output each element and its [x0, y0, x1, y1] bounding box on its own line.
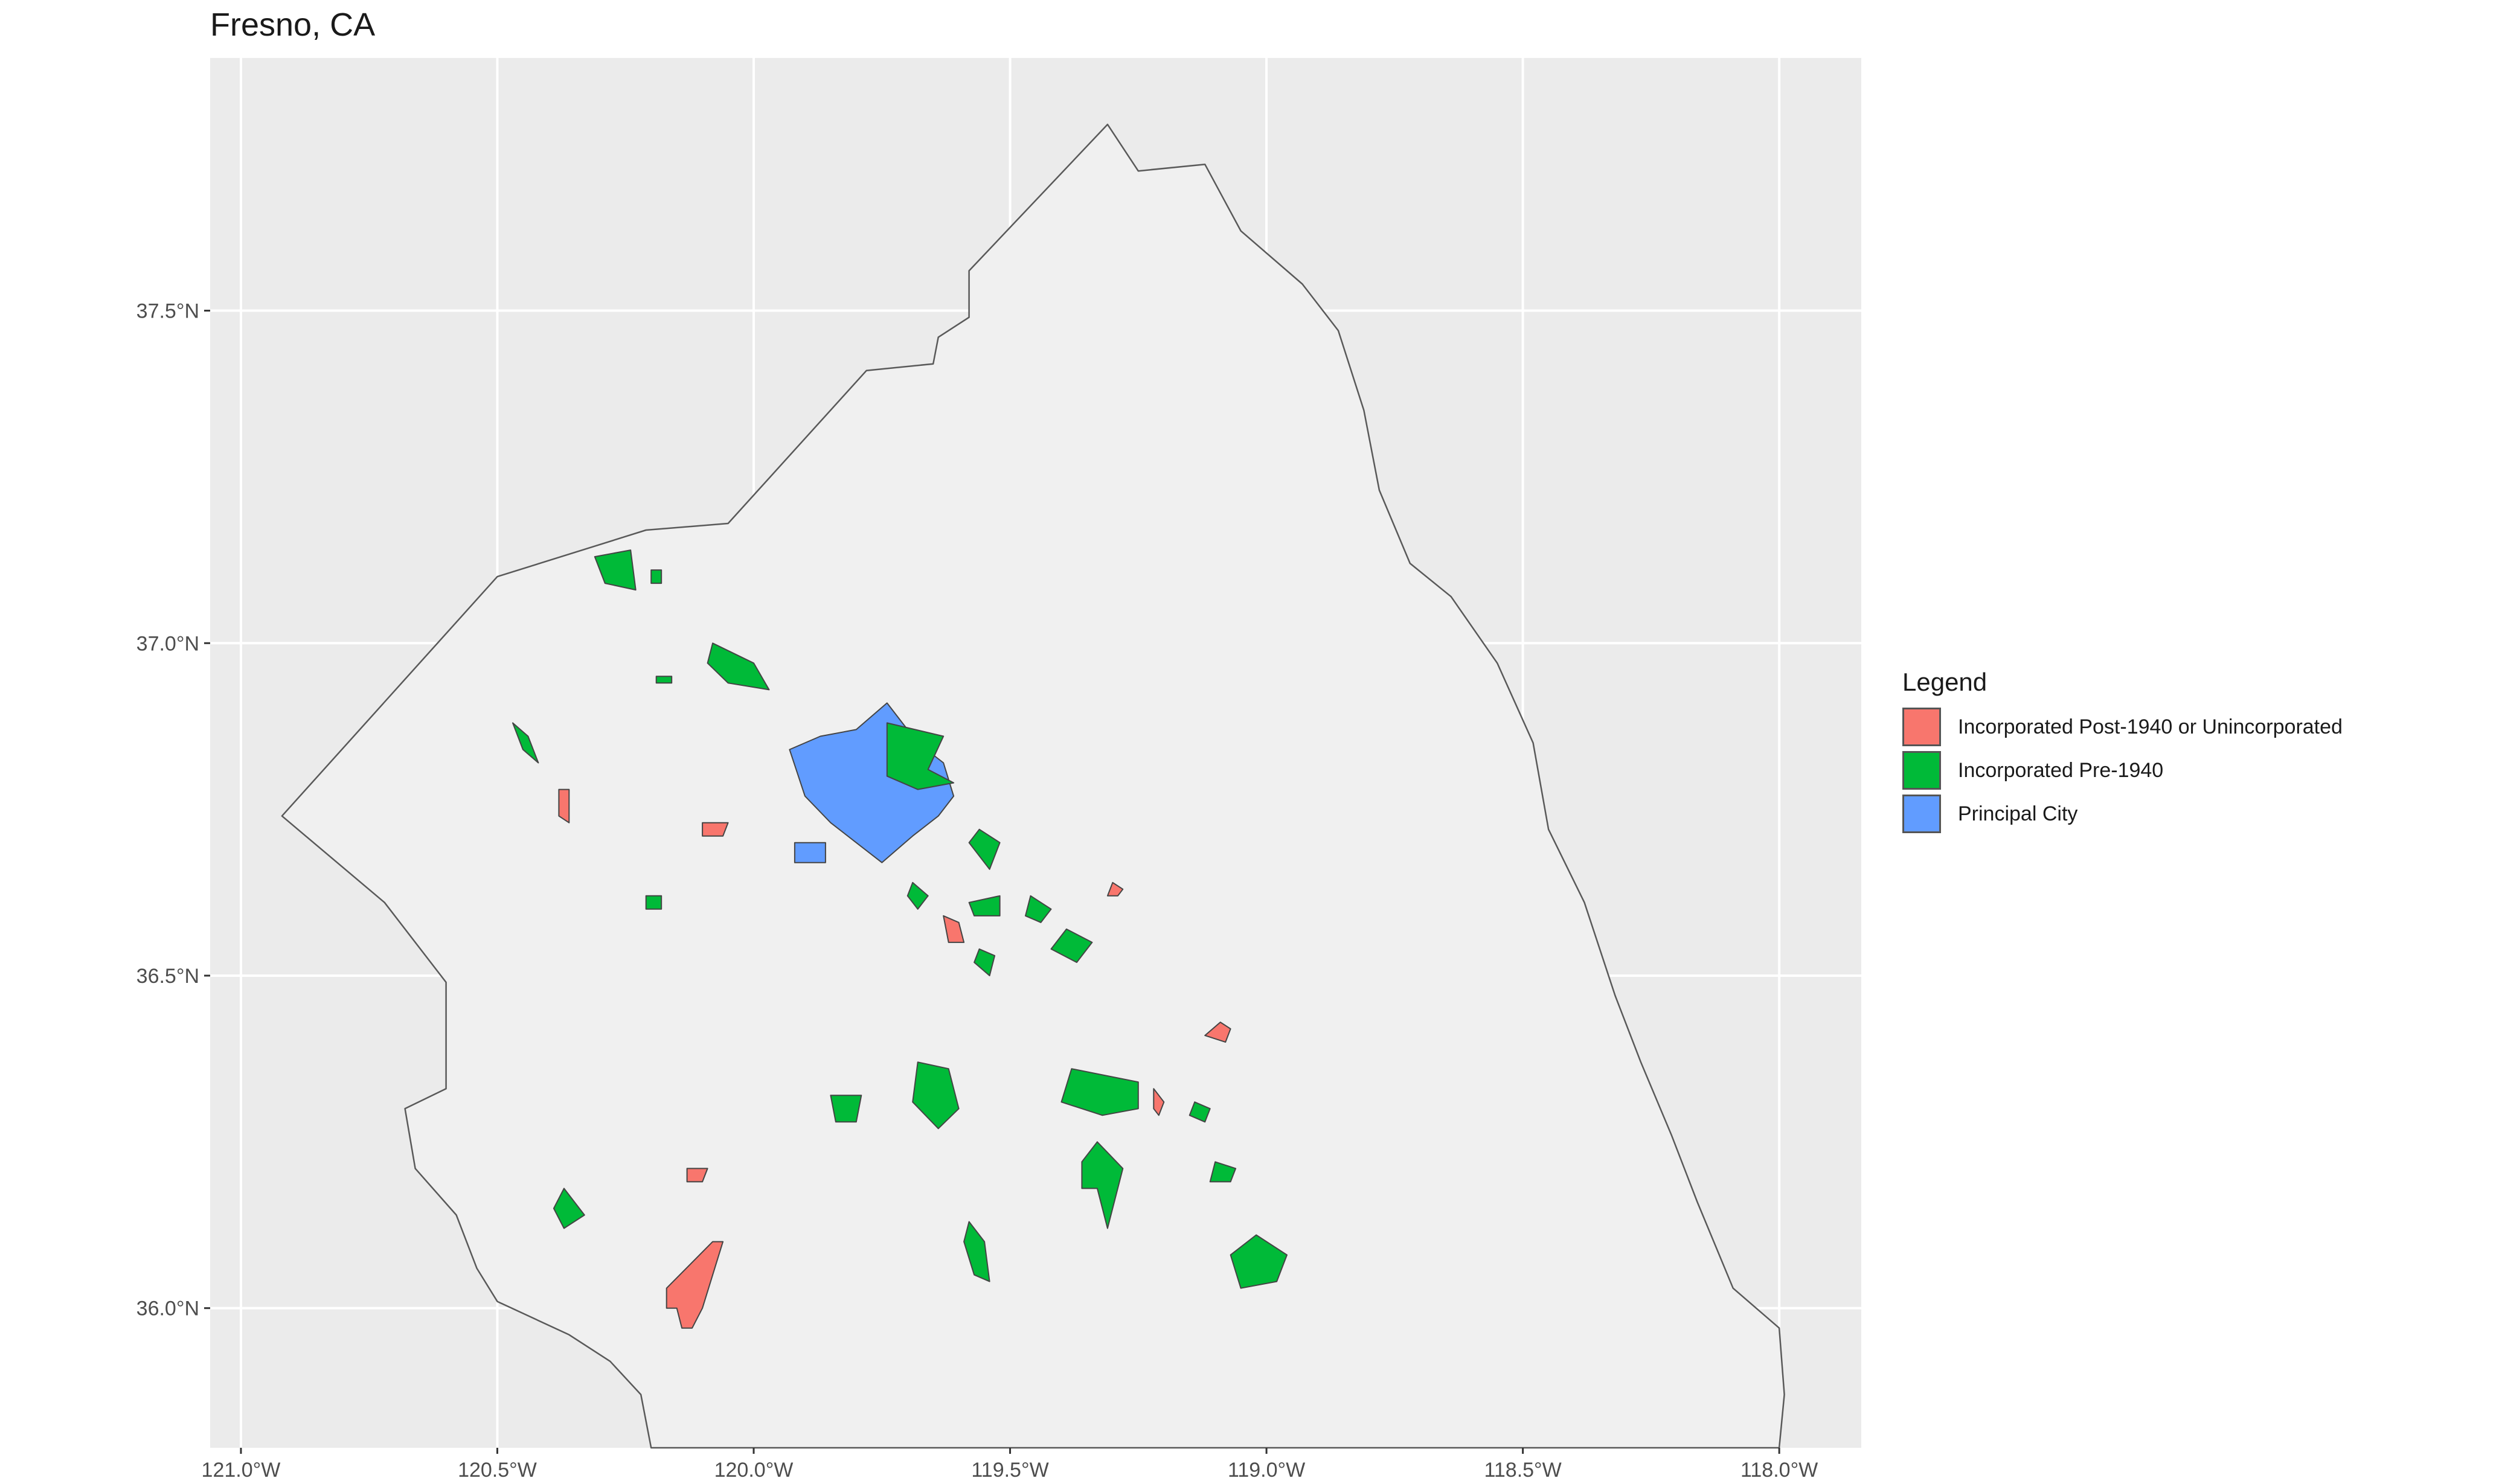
principal-city-polygon	[794, 842, 826, 863]
y-axis-ticks: 37.5°N 37.0°N 36.5°N 36.0°N	[136, 300, 210, 1320]
city-polygons	[512, 549, 1288, 1329]
post-1940-place-polygon	[558, 788, 570, 824]
map-title: Fresno, CA	[210, 7, 376, 43]
pre-1940-place-polygon	[645, 895, 662, 910]
post-1940-place-polygon	[702, 822, 729, 837]
x-tick-label: 118.5°W	[1484, 1459, 1561, 1482]
pre-1940-place-polygon	[974, 948, 996, 976]
pre-1940-place-polygon	[707, 642, 770, 691]
pre-1940-place-polygon	[512, 722, 539, 764]
legend-item-post-1940: Incorporated Post-1940 or Unincorporated	[1902, 705, 2343, 749]
pre-1940-place-polygon	[1081, 1141, 1124, 1229]
legend-key-pre-1940	[1902, 751, 1941, 790]
y-tick-label: 37.5°N	[136, 300, 199, 323]
pre-1940-place-polygon	[830, 1095, 862, 1123]
pre-1940-place-polygon	[1025, 895, 1052, 923]
x-tick-label: 119.0°W	[1228, 1459, 1305, 1482]
legend-item-principal-city: Principal City	[1902, 792, 2343, 836]
x-tick-label: 120.5°W	[458, 1459, 537, 1482]
pre-1940-place-polygon	[968, 895, 1001, 916]
x-axis-ticks: 121.0°W 120.5°W 120.0°W 119.5°W 119.0°W 118.5…	[202, 1448, 1818, 1482]
pre-1940-place-polygon	[1209, 1161, 1237, 1183]
pre-1940-place-polygon	[963, 1221, 990, 1282]
legend-label-post-1940: Incorporated Post-1940 or Unincorporated	[1958, 715, 2343, 738]
legend-item-pre-1940: Incorporated Pre-1940	[1902, 749, 2343, 792]
y-tick-label: 37.0°N	[136, 632, 199, 655]
legend-label-pre-1940: Incorporated Pre-1940	[1958, 758, 2164, 782]
pre-1940-place-polygon	[655, 676, 673, 684]
pre-1940-place-polygon	[886, 722, 955, 790]
post-1940-place-polygon	[1153, 1088, 1165, 1116]
post-1940-place-polygon	[943, 915, 965, 943]
pre-1940-place-polygon	[594, 549, 637, 591]
pre-1940-place-polygon	[968, 828, 1001, 870]
legend-key-principal-city	[1902, 795, 1941, 833]
legend-title: Legend	[1902, 668, 1987, 696]
legend-label-principal-city: Principal City	[1958, 802, 2078, 825]
x-tick-label: 120.0°W	[714, 1459, 794, 1482]
x-tick-label: 119.5°W	[971, 1459, 1048, 1482]
post-1940-place-polygon	[686, 1168, 708, 1183]
legend: Legend Incorporated Post-1940 or Unincor…	[1902, 668, 2343, 836]
pre-1940-place-polygon	[1230, 1234, 1288, 1289]
pre-1940-place-polygon	[650, 569, 662, 584]
pre-1940-place-polygon	[906, 881, 929, 910]
pre-1940-place-polygon	[1050, 928, 1093, 963]
y-tick-label: 36.0°N	[136, 1297, 199, 1320]
post-1940-place-polygon	[1106, 881, 1124, 897]
pre-1940-place-polygon	[1189, 1101, 1211, 1123]
legend-key-post-1940	[1902, 708, 1941, 746]
post-1940-place-polygon	[1204, 1022, 1231, 1043]
pre-1940-place-polygon	[912, 1061, 960, 1130]
pre-1940-place-polygon	[1060, 1068, 1139, 1116]
pre-1940-place-polygon	[553, 1188, 585, 1229]
x-tick-label: 118.0°W	[1740, 1459, 1818, 1482]
post-1940-place-polygon	[666, 1241, 724, 1329]
y-tick-label: 36.5°N	[136, 965, 199, 988]
x-tick-label: 121.0°W	[202, 1459, 281, 1482]
